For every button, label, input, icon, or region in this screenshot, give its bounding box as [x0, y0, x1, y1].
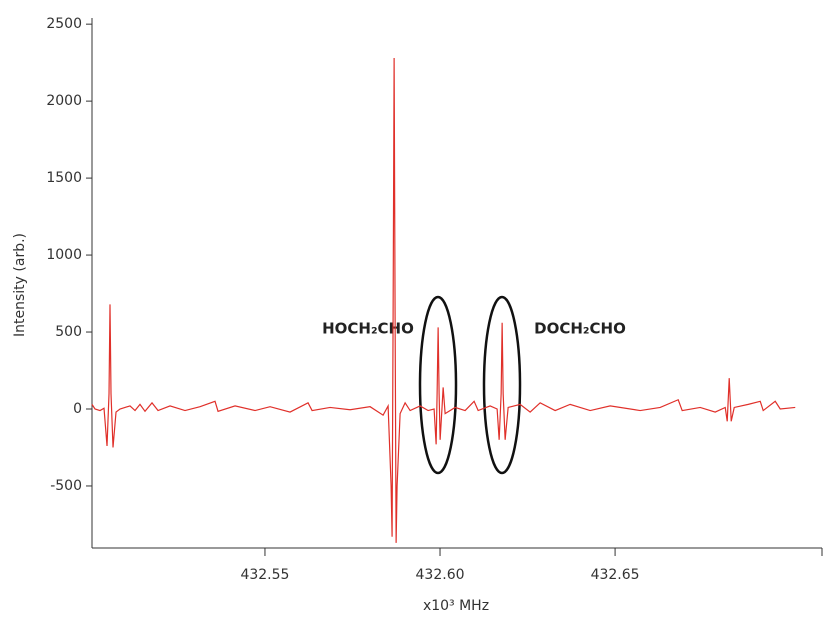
- annotation: DOCH₂CHO: [534, 320, 626, 338]
- annotation: HOCH₂CHO: [322, 320, 414, 338]
- y-axis-label: Intensity (arb.): [12, 233, 28, 337]
- y-tick-label: 1500: [46, 170, 82, 186]
- y-tick-label: 2000: [46, 93, 82, 109]
- highlight-ellipse: [482, 295, 522, 475]
- y-tick-label: 1000: [46, 247, 82, 263]
- y-tick-label: -500: [50, 478, 82, 494]
- spectrum-line: [91, 58, 796, 543]
- y-tick-label: 500: [55, 324, 82, 340]
- x-tick-label: 432.65: [591, 567, 640, 583]
- y-tick-label: 0: [73, 401, 82, 417]
- x-tick-label: 432.60: [416, 567, 465, 583]
- x-axis-label: x10³ MHz: [423, 598, 489, 614]
- highlight-ellipse: [418, 295, 458, 475]
- y-tick-label: 2500: [46, 16, 82, 32]
- x-tick-label: 432.55: [240, 567, 289, 583]
